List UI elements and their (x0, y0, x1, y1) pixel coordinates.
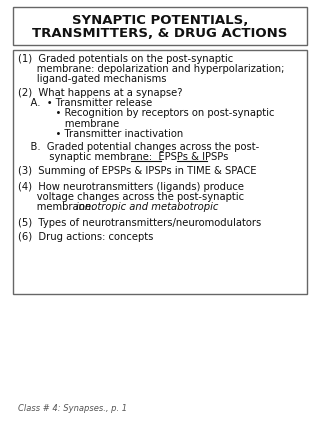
Text: ligand-gated mechanisms: ligand-gated mechanisms (18, 74, 166, 84)
Text: membrane: membrane (18, 118, 119, 129)
Text: • Recognition by receptors on post-synaptic: • Recognition by receptors on post-synap… (18, 108, 274, 118)
Text: B.  Graded potential changes across the post-: B. Graded potential changes across the p… (18, 141, 259, 152)
Text: (2)  What happens at a synapse?: (2) What happens at a synapse? (18, 88, 182, 98)
Text: TRANSMITTERS, & DRUG ACTIONS: TRANSMITTERS, & DRUG ACTIONS (32, 27, 288, 40)
FancyBboxPatch shape (13, 50, 307, 294)
Text: (4)  How neurotransmitters (ligands) produce: (4) How neurotransmitters (ligands) prod… (18, 181, 244, 192)
Text: synaptic membrane:  EPSPs & IPSPs: synaptic membrane: EPSPs & IPSPs (18, 152, 228, 162)
Text: SYNAPTIC POTENTIALS,: SYNAPTIC POTENTIALS, (72, 14, 248, 27)
Text: (1)  Graded potentials on the post-synaptic: (1) Graded potentials on the post-synapt… (18, 54, 233, 64)
Text: Class # 4: Synapses., p. 1: Class # 4: Synapses., p. 1 (18, 404, 127, 414)
Text: membrane: depolarization and hyperpolarization;: membrane: depolarization and hyperpolari… (18, 64, 284, 74)
Text: (6)  Drug actions: concepts: (6) Drug actions: concepts (18, 232, 153, 242)
Text: A.  • Transmitter release: A. • Transmitter release (18, 98, 152, 108)
Text: voltage changes across the post-synaptic: voltage changes across the post-synaptic (18, 192, 244, 202)
Text: membrane:: membrane: (18, 202, 97, 212)
Text: • Transmitter inactivation: • Transmitter inactivation (18, 129, 183, 139)
Text: ionotropic and metabotropic: ionotropic and metabotropic (76, 202, 218, 212)
FancyBboxPatch shape (13, 7, 307, 45)
Text: (5)  Types of neurotransmitters/neuromodulators: (5) Types of neurotransmitters/neuromodu… (18, 218, 261, 228)
Text: (3)  Summing of EPSPs & IPSPs in TIME & SPACE: (3) Summing of EPSPs & IPSPs in TIME & S… (18, 166, 256, 176)
